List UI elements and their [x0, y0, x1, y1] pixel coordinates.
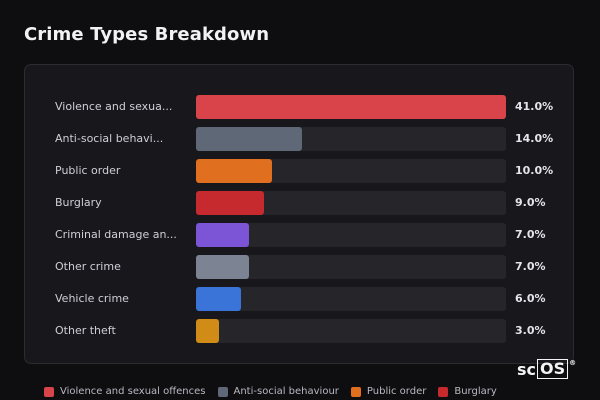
- bar[interactable]: [196, 191, 264, 215]
- legend-swatch: [438, 386, 449, 397]
- bar-row: Public order 10.0%: [25, 159, 575, 183]
- bar-value-label: 41.0%: [515, 100, 554, 113]
- legend-label: Burglary: [454, 386, 497, 397]
- legend-swatch: [44, 386, 54, 397]
- legend-label: Anti-social behaviour: [233, 386, 339, 397]
- bar-category-label: Violence and sexua...: [55, 100, 173, 113]
- logo-registered-mark: ®: [569, 359, 577, 367]
- bar[interactable]: [196, 127, 302, 151]
- scos-logo: sc OS ®: [517, 359, 576, 379]
- bar-track: [196, 255, 506, 279]
- legend-swatch: [217, 386, 228, 397]
- bar-track: [196, 287, 506, 311]
- bar-value-label: 7.0%: [515, 260, 546, 273]
- bar-track: [196, 159, 506, 183]
- bar-value-label: 9.0%: [515, 196, 546, 209]
- legend-label: Public order: [366, 386, 427, 397]
- bar-value-label: 3.0%: [515, 324, 546, 337]
- bar-category-label: Vehicle crime: [55, 292, 129, 305]
- bar-track: [196, 191, 506, 215]
- legend-item[interactable]: Burglary: [438, 386, 497, 397]
- bar[interactable]: [196, 223, 249, 247]
- bar[interactable]: [196, 287, 241, 311]
- bar-row: Other crime 7.0%: [25, 255, 575, 279]
- bar[interactable]: [196, 95, 506, 119]
- bar-category-label: Anti-social behavi...: [55, 132, 164, 145]
- bar-track: [196, 127, 506, 151]
- bar-value-label: 6.0%: [515, 292, 546, 305]
- bar[interactable]: [196, 159, 272, 183]
- bar-value-label: 10.0%: [515, 164, 554, 177]
- bar-category-label: Other crime: [55, 260, 121, 273]
- bar-value-label: 14.0%: [515, 132, 554, 145]
- bar-track: [196, 223, 506, 247]
- bar-row: Burglary 9.0%: [25, 191, 575, 215]
- chart-legend: Violence and sexual offences Anti-social …: [44, 386, 509, 397]
- bar-category-label: Public order: [55, 164, 121, 177]
- bar-category-label: Criminal damage an...: [55, 228, 177, 241]
- legend-item[interactable]: Anti-social behaviour: [217, 386, 339, 397]
- legend-item[interactable]: Public order: [350, 386, 427, 397]
- legend-item[interactable]: Violence and sexual offences: [44, 386, 206, 397]
- bar-row: Criminal damage an... 7.0%: [25, 223, 575, 247]
- logo-boxed-text: OS: [537, 359, 569, 379]
- bar[interactable]: [196, 319, 219, 343]
- legend-label: Violence and sexual offences: [60, 386, 206, 397]
- bar-track: [196, 95, 506, 119]
- chart-card: Violence and sexua... 41.0% Anti-social be…: [24, 64, 574, 364]
- bar-row: Vehicle crime 6.0%: [25, 287, 575, 311]
- bar-row: Violence and sexua... 41.0%: [25, 95, 575, 119]
- legend-swatch: [350, 386, 361, 397]
- bar-category-label: Burglary: [55, 196, 102, 209]
- page-title: Crime Types Breakdown: [24, 24, 270, 45]
- bar-category-label: Other theft: [55, 324, 116, 337]
- bar-row: Anti-social behavi... 14.0%: [25, 127, 575, 151]
- bar-row: Other theft 3.0%: [25, 319, 575, 343]
- bar-track: [196, 319, 506, 343]
- bar[interactable]: [196, 255, 249, 279]
- logo-prefix: sc: [517, 359, 537, 379]
- bar-value-label: 7.0%: [515, 228, 546, 241]
